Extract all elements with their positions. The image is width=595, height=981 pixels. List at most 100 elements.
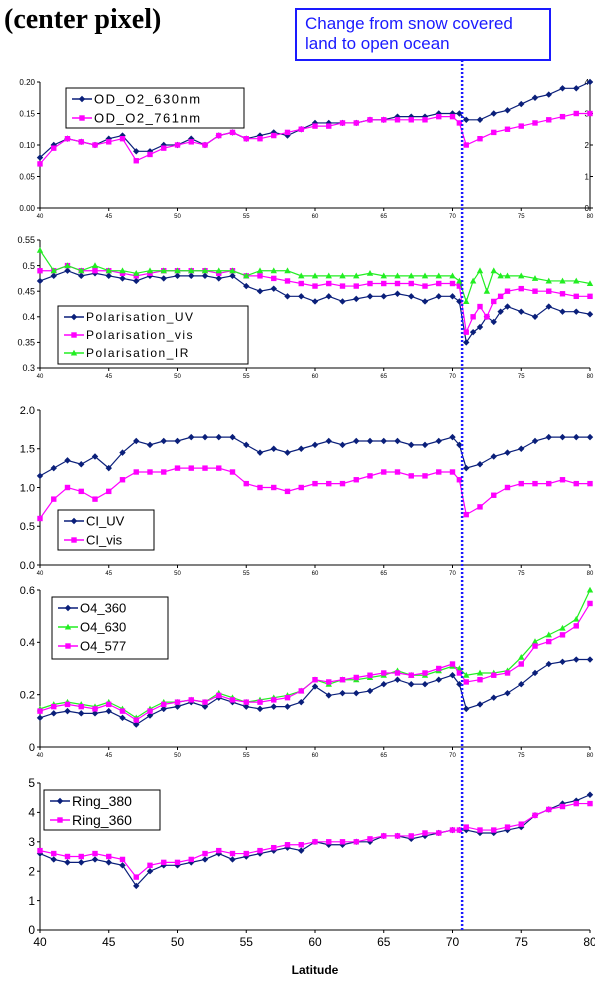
data-point — [119, 708, 126, 714]
data-point — [573, 277, 580, 284]
legend-swatch-marker — [71, 332, 77, 338]
data-point — [202, 142, 208, 148]
y-tick-label: 0.0 — [20, 560, 35, 572]
data-point — [546, 480, 552, 487]
data-point — [36, 246, 44, 253]
data-point — [174, 142, 181, 148]
data-point — [470, 314, 476, 320]
legend-label: Ring_360 — [72, 812, 132, 828]
y-tick-label: 4 — [28, 806, 35, 820]
data-point — [504, 303, 511, 310]
data-point — [421, 272, 429, 279]
data-point — [545, 91, 552, 98]
x-tick-label: 40 — [37, 753, 44, 759]
data-point — [257, 699, 263, 705]
data-point — [78, 853, 84, 860]
data-point — [133, 158, 139, 164]
x-tick-label: 65 — [380, 753, 387, 759]
data-point — [64, 262, 71, 269]
data-point — [119, 856, 126, 863]
data-point — [532, 812, 538, 819]
legend-label: CI_vis — [86, 533, 123, 548]
y-tick-label: 0.2 — [20, 690, 35, 702]
data-point — [408, 272, 415, 279]
data-point — [51, 703, 57, 710]
data-point — [532, 480, 538, 487]
annotation-line-1: Change from snow covered — [305, 14, 513, 33]
data-point — [573, 433, 580, 441]
data-point — [422, 830, 428, 836]
x-tick-label: 65 — [380, 571, 387, 577]
legend: OD_O2_630nm OD_O2_761nm — [65, 87, 245, 129]
legend: CI_UV CI_vis — [57, 509, 155, 551]
data-point — [380, 293, 387, 300]
data-point — [51, 850, 57, 857]
data-point — [312, 677, 318, 683]
data-point — [436, 280, 442, 287]
data-point — [586, 433, 594, 441]
data-point — [477, 677, 483, 683]
x-tick-label: 70 — [449, 571, 456, 577]
data-point — [504, 670, 511, 676]
data-point — [469, 277, 477, 284]
data-point — [50, 710, 57, 717]
data-point — [422, 283, 428, 289]
data-point — [215, 275, 222, 282]
data-point — [312, 839, 318, 845]
data-point — [271, 484, 277, 491]
data-point — [106, 139, 112, 145]
annotation-box: Change from snow covered land to open oc… — [295, 8, 551, 61]
data-point — [394, 280, 401, 287]
data-point — [216, 132, 222, 139]
y-tick-label: 0.05 — [19, 172, 35, 181]
x-tick-label: 60 — [312, 374, 319, 380]
data-point — [435, 676, 442, 683]
data-point — [78, 703, 84, 710]
data-point — [449, 280, 456, 287]
y-tick-label: 0.45 — [17, 286, 35, 296]
data-point — [271, 132, 277, 139]
y-tick-label: 0.55 — [17, 235, 35, 245]
data-point — [587, 110, 593, 117]
data-point — [586, 311, 594, 318]
data-point — [119, 267, 126, 274]
data-point — [366, 269, 374, 276]
data-point — [449, 469, 456, 475]
data-point — [353, 437, 360, 445]
data-point — [449, 272, 456, 279]
data-point — [256, 288, 264, 295]
data-point — [243, 480, 249, 487]
data-point — [298, 445, 305, 452]
data-point — [463, 824, 469, 830]
x-tick-label: 80 — [587, 374, 594, 380]
data-point — [449, 672, 456, 679]
data-point — [271, 697, 277, 703]
data-point — [449, 433, 456, 441]
data-point — [476, 701, 484, 708]
data-point — [587, 293, 593, 300]
data-point — [394, 670, 401, 676]
data-point — [256, 267, 264, 274]
data-point — [394, 290, 401, 297]
data-point — [491, 492, 497, 498]
y-tick-label: 0.20 — [19, 78, 35, 87]
data-point — [422, 473, 428, 479]
data-point — [215, 433, 222, 441]
x-tick-label: 55 — [243, 214, 250, 220]
x-tick-label: 50 — [174, 374, 181, 380]
data-point — [37, 161, 43, 167]
data-point — [518, 661, 524, 667]
data-point — [456, 670, 463, 676]
data-point — [257, 847, 263, 854]
data-point — [243, 272, 250, 279]
data-point — [105, 464, 112, 472]
data-point — [559, 624, 566, 631]
y-tick-label: 0.5 — [22, 261, 35, 271]
data-point — [133, 874, 139, 880]
data-point — [36, 154, 44, 161]
x-tick-label: 45 — [105, 571, 112, 577]
legend-swatch-marker — [70, 313, 78, 321]
data-point — [559, 803, 566, 810]
